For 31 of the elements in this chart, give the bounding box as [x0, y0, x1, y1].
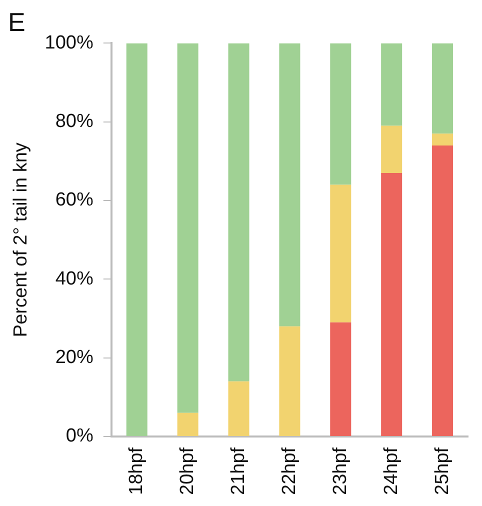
bar [381, 126, 402, 173]
bar [381, 172, 402, 436]
y-tick-label: 80% [55, 111, 94, 132]
y-tick-label: 0% [66, 426, 94, 447]
bar [330, 43, 352, 185]
x-tick-label: 20hpf [177, 446, 198, 495]
y-tick-label: 100% [44, 32, 94, 54]
bar [279, 326, 300, 436]
bar [177, 412, 198, 436]
x-tick-label: 21hpf [228, 446, 249, 495]
bar [228, 381, 250, 436]
bar [330, 322, 352, 436]
bar [126, 43, 148, 436]
bar [228, 43, 250, 382]
y-tick-label: 60% [55, 190, 94, 211]
y-axis-title: Percent of 2° tail in kny [10, 142, 32, 338]
bar [279, 43, 300, 326]
chart-title: E [8, 6, 26, 37]
bar [330, 184, 352, 322]
bar [432, 145, 454, 436]
x-tick-label: 23hpf [330, 446, 351, 495]
bar [381, 43, 402, 126]
y-tick-label: 40% [55, 268, 94, 290]
x-tick-label: 25hpf [432, 446, 453, 495]
bar [177, 43, 198, 413]
x-tick-label: 24hpf [380, 446, 402, 495]
x-tick-label: 22hpf [278, 446, 300, 495]
bar [432, 43, 454, 134]
x-tick-label: 18hpf [126, 446, 148, 495]
y-tick-label: 20% [55, 347, 94, 368]
bar [432, 134, 454, 146]
